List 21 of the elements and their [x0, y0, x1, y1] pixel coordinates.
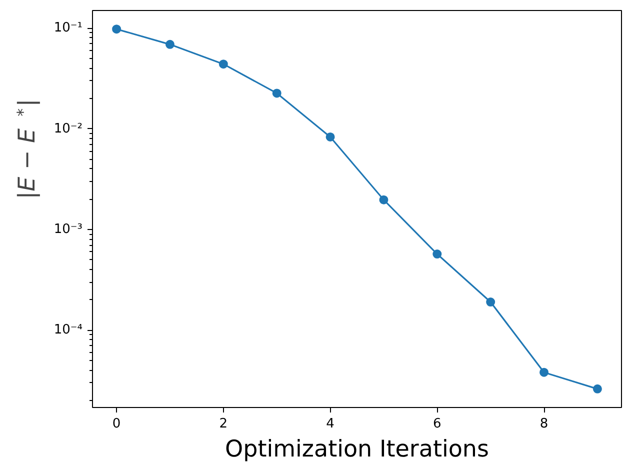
- point: [486, 298, 496, 307]
- y-tick-label: 10⁻²: [54, 121, 83, 136]
- y-tick-label: 10⁻³: [54, 222, 83, 237]
- x-tick-label: 6: [433, 416, 442, 432]
- point: [272, 88, 282, 98]
- point: [112, 24, 122, 34]
- y-tick-label: 10⁻¹: [54, 20, 83, 36]
- x-tick-label: 0: [112, 416, 121, 432]
- x-axis-title: Optimization Iterations: [225, 436, 489, 462]
- point: [218, 60, 228, 69]
- point: [326, 132, 335, 142]
- point: [165, 40, 174, 49]
- point: [592, 384, 602, 394]
- y-tick-label: 10⁻⁴: [54, 322, 83, 338]
- y-axis-title: |E − E*|: [14, 98, 40, 200]
- x-tick-label: 8: [540, 416, 548, 432]
- x-tick-label: 2: [219, 416, 228, 432]
- point: [379, 195, 388, 204]
- point: [432, 250, 442, 259]
- x-tick-label: 4: [326, 416, 334, 432]
- point: [540, 368, 549, 377]
